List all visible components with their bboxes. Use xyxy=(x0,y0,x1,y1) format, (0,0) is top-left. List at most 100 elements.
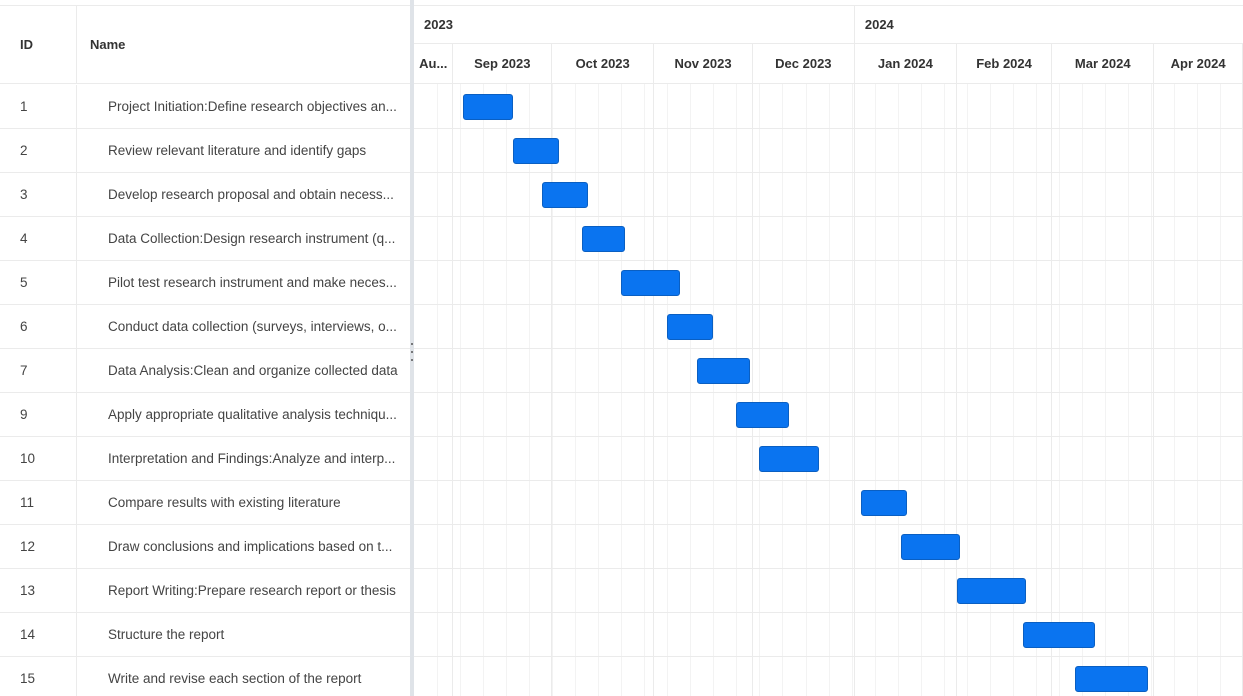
grid-splitter[interactable] xyxy=(410,0,414,696)
timeline-year-label: 2024 xyxy=(864,17,894,32)
task-row[interactable]: 10 Interpretation and Findings:Analyze an… xyxy=(0,437,412,481)
timeline-month-label: Mar 2024 xyxy=(1052,44,1155,83)
timeline-month-row: Au... Sep 2023 Oct 2023 Nov 2023 Dec 2023 Jan… xyxy=(414,44,1243,84)
task-bar[interactable] xyxy=(759,446,819,472)
row-gridline xyxy=(414,216,1243,217)
week-gridline xyxy=(759,84,761,696)
week-gridline xyxy=(1012,84,1014,696)
week-gridline xyxy=(437,84,439,696)
row-gridline xyxy=(414,128,1243,129)
week-gridline xyxy=(1081,84,1083,696)
week-gridline xyxy=(897,84,899,696)
week-gridline xyxy=(506,84,508,696)
week-gridline xyxy=(1150,84,1152,696)
task-bar[interactable] xyxy=(667,314,714,340)
task-row[interactable]: 6 Conduct data collection (surveys, inter… xyxy=(0,305,412,349)
week-gridline xyxy=(943,84,945,696)
week-gridline xyxy=(598,84,600,696)
task-id: 9 xyxy=(0,393,77,436)
week-gridline xyxy=(851,84,853,696)
week-gridline xyxy=(1220,84,1222,696)
week-gridline xyxy=(575,84,577,696)
task-name: Develop research proposal and obtain nec… xyxy=(108,187,394,202)
task-id: 15 xyxy=(0,657,77,696)
task-bar[interactable] xyxy=(1075,666,1148,692)
task-row[interactable]: 9 Apply appropriate qualitative analysis … xyxy=(0,393,412,437)
column-header-name[interactable]: Name xyxy=(90,37,126,52)
task-name: Interpretation and Findings:Analyze and … xyxy=(108,451,396,466)
row-gridline xyxy=(414,260,1243,261)
week-gridline xyxy=(1127,84,1129,696)
row-gridline xyxy=(414,568,1243,569)
task-row[interactable]: 12 Draw conclusions and implications base… xyxy=(0,525,412,569)
week-gridline xyxy=(1035,84,1037,696)
task-bar[interactable] xyxy=(1022,622,1096,648)
week-gridline xyxy=(828,84,830,696)
month-gridline xyxy=(1051,84,1053,696)
task-row[interactable]: 11 Compare results with existing literatu… xyxy=(0,481,412,525)
week-gridline xyxy=(989,84,991,696)
task-bar[interactable] xyxy=(512,138,559,164)
month-gridline xyxy=(1153,84,1155,696)
task-id: 2 xyxy=(0,129,77,172)
week-gridline xyxy=(690,84,692,696)
month-gridline xyxy=(653,84,655,696)
task-bar[interactable] xyxy=(542,182,589,208)
task-bar[interactable] xyxy=(900,534,961,560)
timeline-month-label: Apr 2024 xyxy=(1154,44,1243,83)
task-name: Pilot test research instrument and make … xyxy=(108,275,397,290)
task-bar[interactable] xyxy=(956,578,1026,604)
task-row[interactable]: 13 Report Writing:Prepare research report… xyxy=(0,569,412,613)
row-gridline xyxy=(414,304,1243,305)
task-bar[interactable] xyxy=(581,226,625,252)
task-row[interactable]: 5 Pilot test research instrument and make… xyxy=(0,261,412,305)
grid-header: ID Name xyxy=(0,5,412,84)
timeline-month-label: Dec 2023 xyxy=(753,44,855,83)
timeline: 2023 2024 Au... Sep 2023 Oct 2023 Nov 2023 De… xyxy=(414,0,1243,696)
month-gridline xyxy=(452,84,454,696)
task-bar[interactable] xyxy=(861,490,908,516)
timeline-month-label: Sep 2023 xyxy=(453,44,553,83)
row-gridline xyxy=(414,656,1243,657)
timeline-year-row: 2023 2024 xyxy=(414,5,1243,44)
task-name: Data Analysis:Clean and organize collect… xyxy=(108,363,398,378)
task-bar[interactable] xyxy=(463,94,513,120)
task-id: 7 xyxy=(0,349,77,392)
task-bar[interactable] xyxy=(621,270,681,296)
task-row[interactable]: 1 Project Initiation:Define research obje… xyxy=(0,85,412,129)
task-row[interactable]: 3 Develop research proposal and obtain ne… xyxy=(0,173,412,217)
timeline-month-label: Jan 2024 xyxy=(855,44,957,83)
task-row[interactable]: 14 Structure the report xyxy=(0,613,412,657)
week-gridline xyxy=(782,84,784,696)
task-id: 6 xyxy=(0,305,77,348)
row-gridline xyxy=(414,348,1243,349)
task-bar[interactable] xyxy=(696,358,750,384)
task-row[interactable]: 15 Write and revise each section of the r… xyxy=(0,657,412,696)
task-id: 14 xyxy=(0,613,77,656)
week-gridline xyxy=(1104,84,1106,696)
task-id: 4 xyxy=(0,217,77,260)
task-id: 13 xyxy=(0,569,77,612)
task-id: 5 xyxy=(0,261,77,304)
task-row[interactable]: 4 Data Collection:Design research instrum… xyxy=(0,217,412,261)
task-name: Structure the report xyxy=(108,627,225,642)
week-gridline xyxy=(966,84,968,696)
task-name: Compare results with existing literature xyxy=(108,495,341,510)
week-gridline xyxy=(736,84,738,696)
week-gridline xyxy=(667,84,669,696)
task-bar[interactable] xyxy=(736,402,790,428)
column-header-id[interactable]: ID xyxy=(0,6,77,83)
week-gridline xyxy=(1058,84,1060,696)
row-gridline xyxy=(414,436,1243,437)
task-row[interactable]: 2 Review relevant literature and identify… xyxy=(0,129,412,173)
week-gridline xyxy=(1197,84,1199,696)
task-id: 11 xyxy=(0,481,77,524)
week-gridline xyxy=(1173,84,1175,696)
timeline-month-label: Oct 2023 xyxy=(552,44,655,83)
timeline-month-label: Au... xyxy=(414,44,454,83)
row-gridline xyxy=(414,612,1243,613)
drag-handle-icon[interactable] xyxy=(409,343,415,361)
month-gridline xyxy=(551,84,553,696)
task-row[interactable]: 7 Data Analysis:Clean and organize collec… xyxy=(0,349,412,393)
timeline-year-label: 2023 xyxy=(414,6,855,43)
